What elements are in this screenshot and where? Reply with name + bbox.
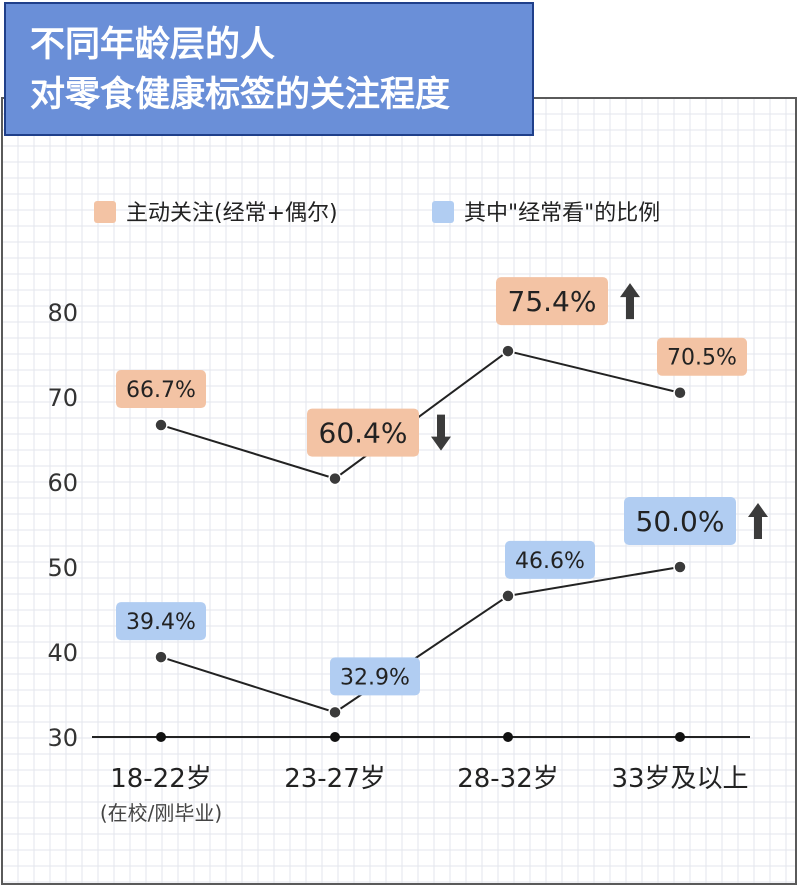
- data-label-box: [657, 337, 747, 376]
- chart-panel: [1, 97, 797, 885]
- data-point: [328, 471, 342, 486]
- legend-label-1: 主动关注(经常+偶尔): [126, 201, 338, 226]
- data-point: [673, 386, 687, 400]
- legend-swatch-2: [432, 201, 454, 223]
- x-tick-label: 18-22岁: [110, 764, 212, 794]
- data-label: 39.4%: [126, 610, 196, 635]
- data-point: [501, 344, 515, 358]
- x-tick-label: 23-27岁: [284, 764, 386, 794]
- y-tick-label: 50: [47, 554, 78, 582]
- data-label: 75.4%: [508, 285, 597, 318]
- data-point: [673, 560, 687, 574]
- data-point: [154, 418, 168, 432]
- y-tick-label: 70: [47, 384, 78, 412]
- x-axis-tick-dot: [503, 732, 513, 742]
- data-label-box: [116, 602, 206, 641]
- y-tick-label: 40: [47, 639, 78, 667]
- chart-title: 不同年龄层的人 对零食健康标签的关注程度: [4, 2, 534, 136]
- series-line-1: [160, 350, 681, 480]
- data-point: [328, 705, 342, 720]
- data-label: 60.4%: [319, 417, 408, 450]
- arrow-up-icon: [748, 503, 768, 539]
- data-label: 46.6%: [515, 549, 585, 574]
- data-label-box: [624, 497, 736, 545]
- y-tick-label: 80: [47, 299, 78, 327]
- x-axis-tick-dot: [330, 732, 340, 742]
- y-tick-label: 60: [47, 469, 78, 497]
- data-label-box: [505, 540, 595, 579]
- data-label-box: [330, 657, 420, 696]
- data-label: 70.5%: [667, 346, 737, 371]
- data-label-box: [116, 370, 206, 409]
- arrow-up-icon: [620, 283, 640, 320]
- data-point: [154, 650, 168, 664]
- title-line-1: 不同年龄层的人: [30, 25, 276, 65]
- data-label: 50.0%: [636, 505, 725, 538]
- data-label: 32.9%: [340, 665, 410, 690]
- x-axis-tick-dot: [156, 732, 166, 742]
- data-label-box: [496, 277, 608, 326]
- data-point: [501, 589, 515, 603]
- y-tick-label: 30: [47, 724, 78, 752]
- x-tick-label: 28-32岁: [457, 764, 559, 794]
- series-line-2: [160, 566, 681, 714]
- x-axis-tick-dot: [675, 732, 685, 742]
- arrow-down-icon: [431, 414, 451, 451]
- x-tick-sublabel: (在校/刚毕业): [100, 801, 222, 825]
- legend-swatch-1: [94, 201, 116, 223]
- title-line-2: 对零食健康标签的关注程度: [30, 75, 451, 115]
- legend-label-2: 其中"经常看"的比例: [464, 201, 660, 226]
- x-tick-label: 33岁及以上: [611, 764, 748, 794]
- data-label-box: [307, 408, 419, 457]
- data-label: 66.7%: [126, 378, 196, 403]
